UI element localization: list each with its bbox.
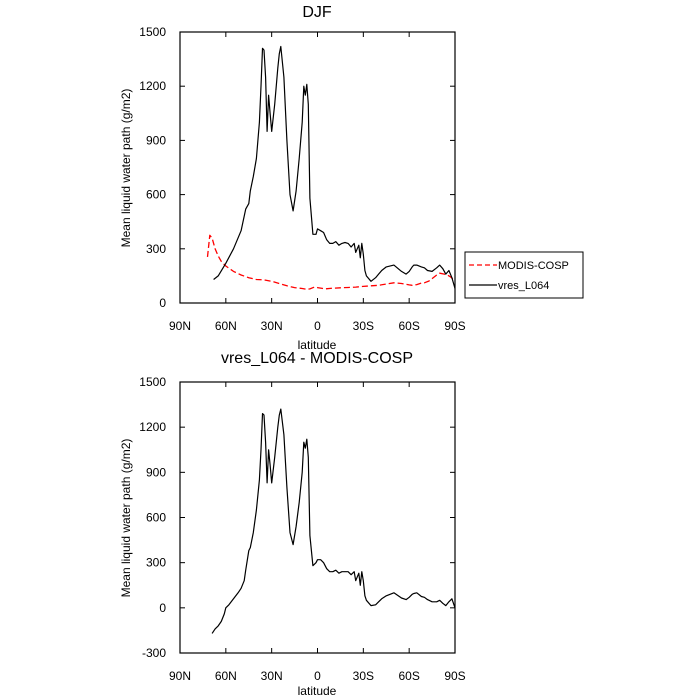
bottom-y-tick-label: -300 bbox=[142, 646, 166, 660]
bottom-x-tick-label: 60S bbox=[398, 669, 419, 683]
legend-label-vres-l064: vres_L064 bbox=[498, 280, 549, 292]
top-x-tick-label: 30S bbox=[353, 319, 374, 333]
bottom-y-tick-label: 300 bbox=[146, 556, 166, 570]
bottom-plot-frame bbox=[179, 381, 456, 654]
top-y-tick-label: 1200 bbox=[139, 79, 166, 93]
top-chart-title: DJF bbox=[302, 4, 332, 21]
top-y-tick-label: 900 bbox=[146, 133, 166, 147]
top-x-tick-label: 90S bbox=[444, 319, 465, 333]
top-y-axis-label: Mean liquid water path (g/m2) bbox=[119, 89, 133, 248]
bottom-chart: vres_L064 - MODIS-COSP -300 0 300 600 900 120… bbox=[119, 350, 466, 698]
bottom-y-tick-label: 900 bbox=[146, 465, 166, 479]
bottom-y-tick-label: 1500 bbox=[139, 375, 166, 389]
bottom-x-tick-label: 90N bbox=[169, 669, 191, 683]
bottom-x-axis-label: latitude bbox=[298, 684, 337, 698]
top-x-tick-label: 90N bbox=[169, 319, 191, 333]
top-plot-frame bbox=[179, 31, 456, 304]
top-chart: DJF 0 300 600 900 1200 1500 90N 60N 30N 0 30S 60S 9… bbox=[119, 4, 584, 352]
top-y-tick-label: 300 bbox=[146, 242, 166, 256]
bottom-y-axis-label: Mean liquid water path (g/m2) bbox=[119, 439, 133, 598]
legend-label-modis-cosp: MODIS-COSP bbox=[498, 260, 569, 272]
bottom-series-vres-l064-modis-cosp bbox=[211, 408, 456, 634]
top-series-modis-cosp bbox=[206, 234, 454, 291]
bottom-x-tick-label: 60N bbox=[215, 669, 237, 683]
top-y-tick-label: 1500 bbox=[139, 25, 166, 39]
top-x-axis-label: latitude bbox=[298, 338, 337, 352]
top-y-tick-label: 600 bbox=[146, 188, 166, 202]
top-x-tick-label: 60S bbox=[398, 319, 419, 333]
bottom-x-tick-label: 90S bbox=[444, 669, 465, 683]
bottom-x-tick-label: 0 bbox=[314, 669, 321, 683]
bottom-x-tick-label: 30S bbox=[353, 669, 374, 683]
bottom-y-tick-label: 600 bbox=[146, 511, 166, 525]
bottom-y-tick-label: 0 bbox=[159, 601, 166, 615]
bottom-chart-title: vres_L064 - MODIS-COSP bbox=[221, 350, 413, 367]
legend-box bbox=[464, 251, 584, 299]
legend: MODIS-COSP vres_L064 bbox=[464, 251, 584, 299]
top-x-tick-label: 30N bbox=[261, 319, 283, 333]
bottom-x-tick-label: 30N bbox=[261, 669, 283, 683]
top-series-vres-l064 bbox=[213, 45, 456, 289]
top-y-tick-label: 0 bbox=[159, 296, 166, 310]
top-x-tick-label: 0 bbox=[314, 319, 321, 333]
top-x-tick-label: 60N bbox=[215, 319, 237, 333]
bottom-y-tick-label: 1200 bbox=[139, 420, 166, 434]
